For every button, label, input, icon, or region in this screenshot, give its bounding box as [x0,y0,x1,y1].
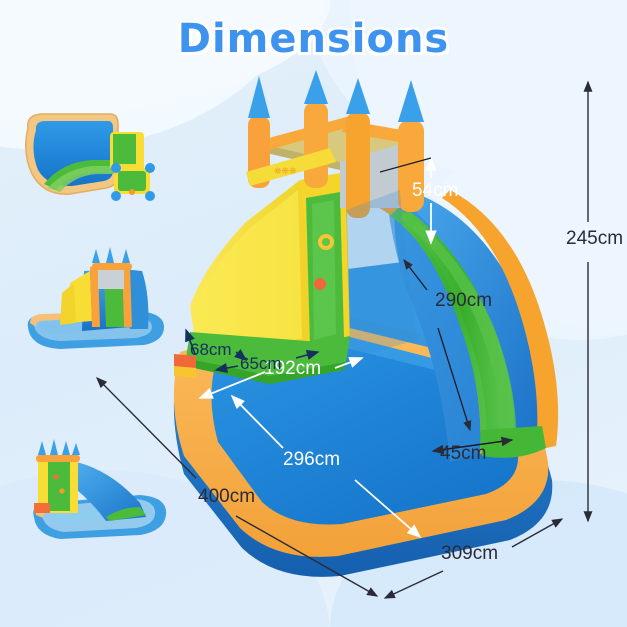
arrow-climb-width-a [214,362,239,374]
turret-icon [304,70,328,104]
arrow-depth-lower [235,515,379,597]
anchor-dot [111,163,121,173]
slide-lane-shape [106,507,146,521]
arrow-slide-lower [437,327,472,432]
dimension-label-overall-depth: 400cm [198,486,256,507]
dimension-label-overall-width: 309cm [441,543,499,564]
base-pad-shape [118,171,146,191]
slide-rail-right [442,190,559,450]
arrow-slide-upper [403,258,428,291]
handhold-ring [318,234,334,250]
slide-blue-shade [386,190,495,462]
handhold-dot [59,488,65,494]
anchor-dot [145,191,155,201]
dimension-label-climb-depth: 68cm [190,340,232,359]
arrow-climb-width-b [295,350,320,360]
climb-wall-highlight [194,190,302,348]
brand-mark: ❋❋❋ [274,167,297,177]
climb-wall-shape [60,283,76,325]
turret-icon [346,78,370,114]
tower-top-bar [36,455,80,462]
turret-icon [122,249,130,263]
tower-column-shape [90,265,100,327]
tower-column [346,112,370,218]
arrow-width-lower [383,570,444,599]
arrow-pool-length-a [230,394,284,449]
dimension-label-pool-length: 296cm [283,449,341,470]
anchor-dot [111,191,121,201]
anchor-dot [145,163,155,173]
climb-strip-shape [48,461,70,511]
arrow-slide-bottom-width [431,436,514,455]
step-block [174,366,196,378]
center-wall [346,190,418,358]
slide-green-highlight [412,220,517,444]
slide-green-lane [400,210,515,450]
arrow-depth-upper [96,377,197,479]
turret-icon [62,441,70,455]
dimension-label-wall-height: 54cm [412,180,459,201]
thumb-front-view[interactable] [18,235,178,360]
step-shape [34,503,50,513]
turret-icon [248,76,270,118]
turret-icon [106,247,114,263]
dimension-label-overall-height: 245cm [566,228,624,249]
thumb-side-view[interactable] [14,425,179,550]
slide-body-shape [70,461,146,521]
tower-column [398,120,424,212]
dimension-label-slide-length: 290cm [435,290,493,311]
tower-banner [246,148,336,186]
arrow-pool-width-b [334,356,364,369]
thumb-top-view[interactable] [14,100,174,210]
arrow-climb-depth-a [185,328,196,355]
turret-icon [38,441,46,455]
handhold-dot [314,278,326,290]
anchor-dot [129,189,135,195]
handhold-dot [53,474,59,480]
step-block [174,354,196,370]
dimension-label-climb-width: 65cm [240,354,282,373]
slide-lane-shape [48,166,114,192]
arrow-pool-width-a [198,371,266,399]
turret-icon [72,443,80,455]
climb-strip-highlight [312,200,336,340]
page-title: Dimensions [177,16,450,62]
main-product-illustration: ❋❋❋ [150,70,620,590]
mesh-window-shape [98,267,124,289]
tower-column-shape [122,265,132,327]
turret-icon [398,80,424,122]
tower-top-bar [92,263,132,270]
turret-icon [92,249,100,263]
dimension-label-pool-width: 192cm [264,358,322,379]
arrow-wall-leader [379,157,432,173]
arrow-width-upper [511,518,564,548]
arrow-pool-length-b [354,479,422,539]
arrow-climb-depth-b [234,349,248,361]
turret-icon [50,439,58,455]
climb-strip-shape [113,134,136,164]
dimension-label-slide-bottom: 45cm [440,443,487,464]
